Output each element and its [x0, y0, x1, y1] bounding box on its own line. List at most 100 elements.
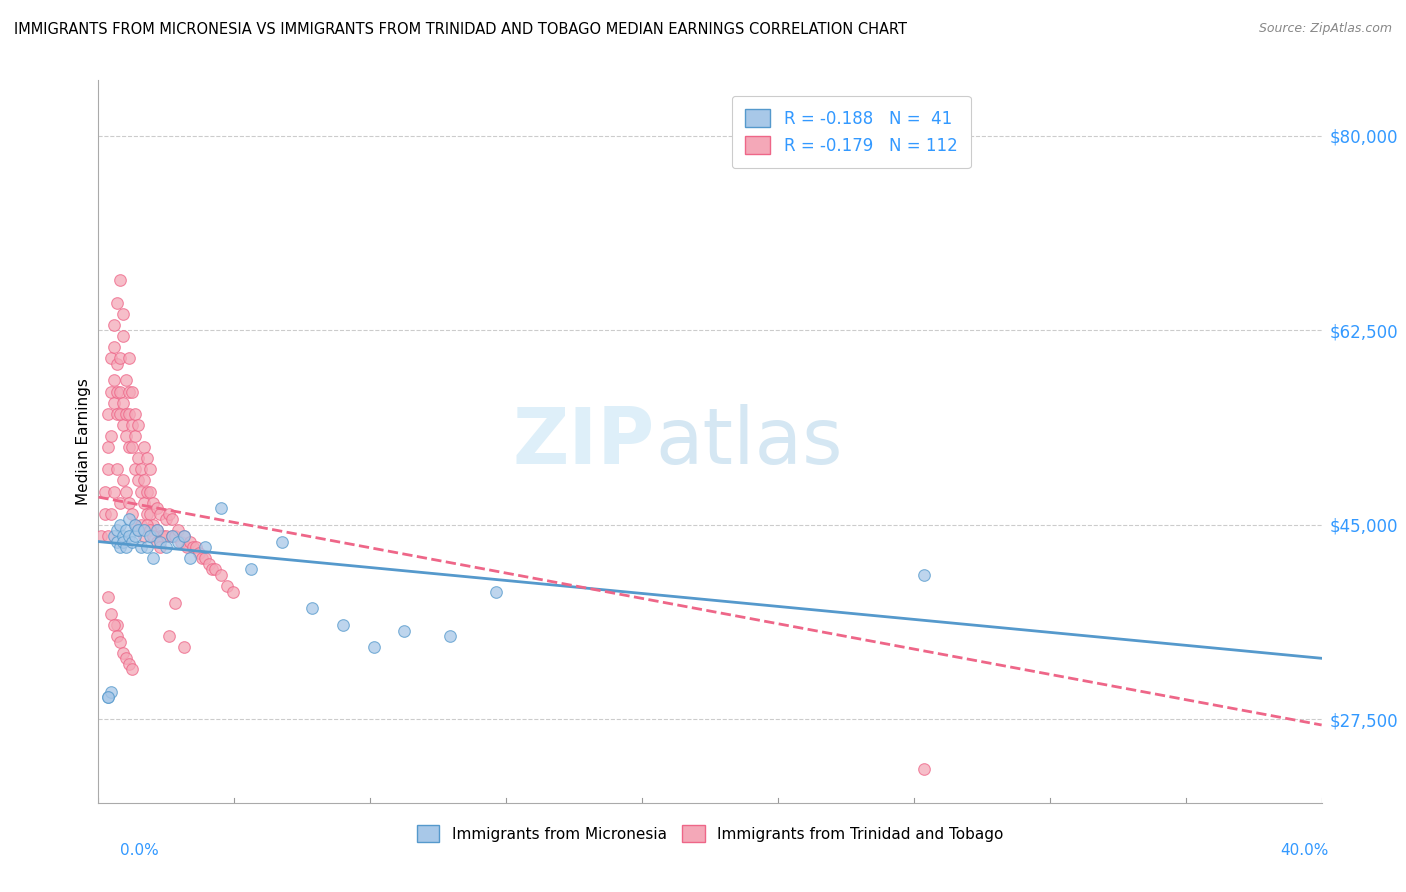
Point: [115, 484, 138, 499]
Point: [181, 540, 204, 554]
Point: [912, 568, 935, 582]
Point: [118, 512, 141, 526]
Point: [136, 540, 159, 554]
Point: [111, 329, 134, 343]
Point: [139, 484, 162, 499]
Point: [129, 484, 152, 499]
Point: [105, 462, 128, 476]
Point: [115, 651, 138, 665]
Point: [134, 440, 156, 454]
Point: [142, 529, 165, 543]
Point: [105, 295, 128, 310]
Point: [439, 629, 461, 643]
Point: [209, 501, 232, 516]
Text: atlas: atlas: [655, 403, 842, 480]
Point: [118, 407, 141, 421]
Point: [179, 534, 201, 549]
Point: [121, 417, 143, 432]
Text: 40.0%: 40.0%: [1281, 843, 1329, 858]
Point: [160, 529, 183, 543]
Point: [129, 462, 152, 476]
Point: [105, 629, 128, 643]
Point: [145, 534, 167, 549]
Point: [200, 562, 222, 576]
Point: [100, 507, 122, 521]
Point: [155, 529, 177, 543]
Point: [111, 474, 134, 488]
Point: [149, 534, 172, 549]
Point: [100, 684, 122, 698]
Point: [97, 590, 120, 604]
Point: [111, 534, 134, 549]
Point: [222, 584, 245, 599]
Point: [100, 429, 122, 443]
Point: [191, 551, 214, 566]
Point: [108, 384, 131, 399]
Point: [108, 351, 131, 366]
Point: [105, 357, 128, 371]
Point: [103, 318, 125, 332]
Point: [127, 451, 149, 466]
Point: [108, 634, 131, 648]
Point: [209, 568, 232, 582]
Point: [152, 529, 174, 543]
Point: [97, 690, 120, 705]
Point: [118, 657, 141, 671]
Point: [108, 496, 131, 510]
Point: [142, 496, 165, 510]
Point: [136, 484, 159, 499]
Point: [134, 529, 156, 543]
Point: [160, 512, 183, 526]
Point: [118, 384, 141, 399]
Point: [108, 540, 131, 554]
Point: [97, 529, 120, 543]
Point: [167, 534, 190, 549]
Point: [240, 562, 263, 576]
Point: [129, 540, 152, 554]
Point: [155, 512, 177, 526]
Point: [97, 462, 120, 476]
Point: [127, 474, 149, 488]
Point: [485, 584, 508, 599]
Y-axis label: Median Earnings: Median Earnings: [76, 378, 91, 505]
Point: [100, 384, 122, 399]
Point: [115, 373, 138, 387]
Point: [194, 540, 217, 554]
Point: [103, 484, 125, 499]
Text: 0.0%: 0.0%: [120, 843, 159, 858]
Point: [127, 524, 149, 538]
Point: [121, 384, 143, 399]
Point: [167, 524, 190, 538]
Point: [121, 507, 143, 521]
Point: [173, 529, 195, 543]
Point: [363, 640, 385, 655]
Point: [124, 517, 146, 532]
Point: [170, 534, 193, 549]
Point: [118, 440, 141, 454]
Point: [149, 507, 172, 521]
Point: [197, 557, 219, 571]
Point: [103, 395, 125, 409]
Point: [136, 451, 159, 466]
Point: [163, 596, 186, 610]
Point: [121, 534, 143, 549]
Point: [149, 529, 172, 543]
Point: [134, 496, 156, 510]
Point: [118, 496, 141, 510]
Point: [100, 607, 122, 621]
Point: [105, 618, 128, 632]
Point: [105, 407, 128, 421]
Point: [160, 529, 183, 543]
Point: [103, 340, 125, 354]
Point: [134, 524, 156, 538]
Point: [111, 417, 134, 432]
Point: [129, 517, 152, 532]
Point: [124, 429, 146, 443]
Point: [912, 763, 935, 777]
Point: [124, 529, 146, 543]
Point: [111, 529, 134, 543]
Point: [111, 395, 134, 409]
Point: [149, 540, 172, 554]
Point: [103, 373, 125, 387]
Point: [103, 529, 125, 543]
